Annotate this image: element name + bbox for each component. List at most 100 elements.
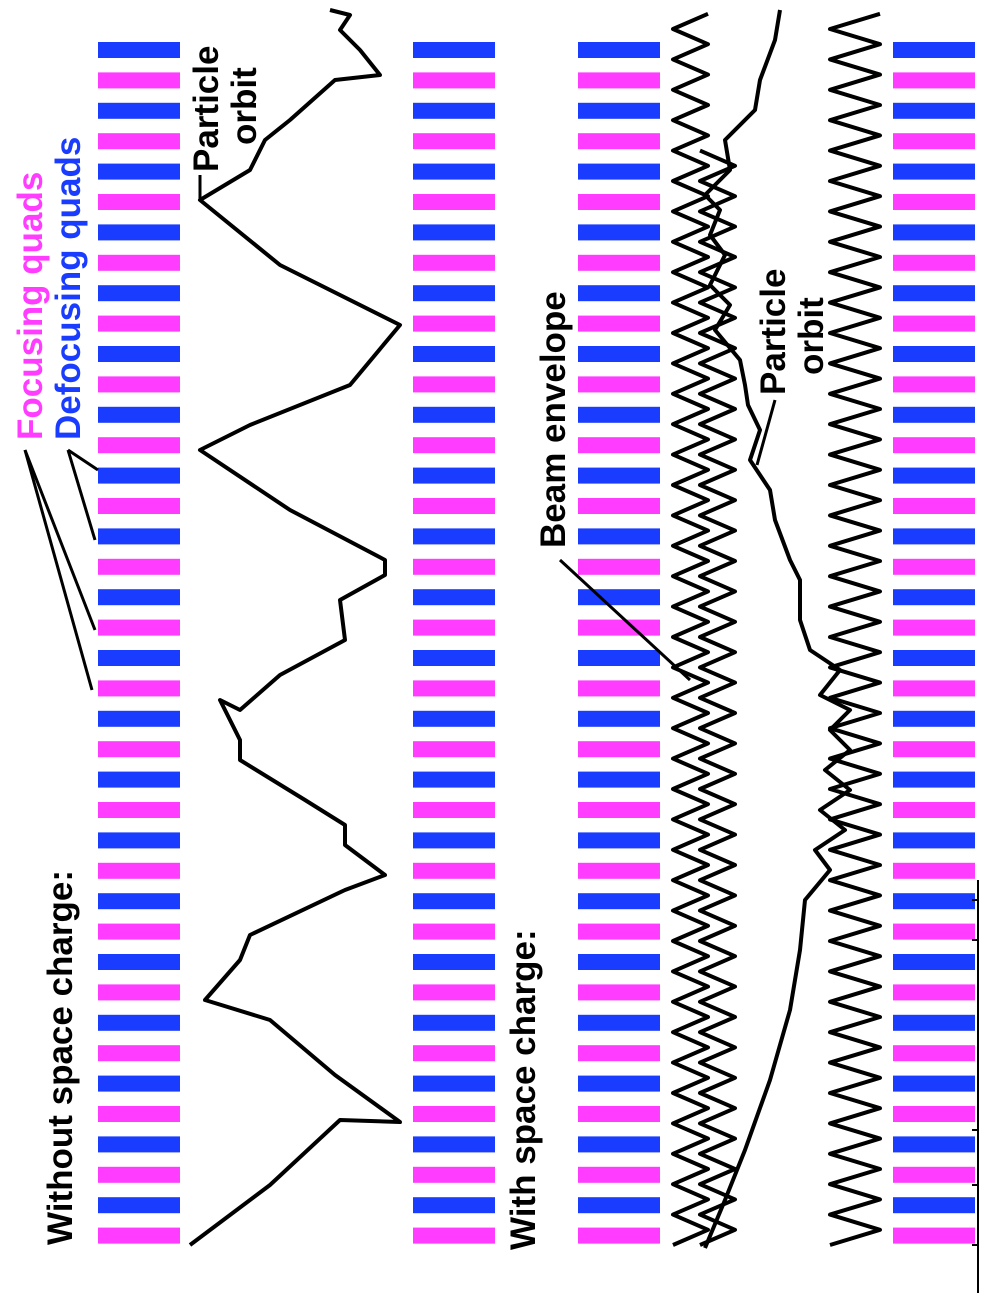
focusing-quad: [98, 498, 180, 514]
focusing-quad: [578, 680, 660, 697]
defocusing-quad: [578, 163, 660, 180]
defocusing-quad: [98, 102, 180, 119]
focusing-quad: [578, 194, 660, 210]
defocusing-quad: [413, 467, 495, 484]
defocusing-quad: [578, 1075, 660, 1092]
focusing-quad: [98, 741, 180, 758]
focusing-quad: [578, 72, 660, 89]
focusing-quad: [578, 498, 660, 514]
focusing-quad: [893, 498, 975, 514]
defocusing-quad: [578, 1014, 660, 1031]
focusing-quad: [98, 1227, 180, 1244]
focusing-quad: [413, 194, 495, 210]
focusing-quad: [578, 862, 660, 879]
focusing-quad: [893, 1045, 975, 1062]
defocusing-quad: [413, 1075, 495, 1092]
defocusing-quad: [413, 406, 495, 423]
defocusing-quad: [578, 1197, 660, 1214]
focusing-quad: [893, 315, 975, 332]
defocusing-quad: [98, 1075, 180, 1092]
focusing-quad: [98, 802, 180, 818]
defocusing-quad: [578, 528, 660, 545]
focusing-quad: [98, 194, 180, 210]
leader-particle-orbit-bottom: [755, 399, 777, 466]
leader-beam-envelope: [558, 558, 692, 682]
focusing-quad: [413, 984, 495, 1001]
focusing-quad: [578, 315, 660, 332]
focusing-quad: [578, 984, 660, 1001]
leader-focusing-1: [23, 449, 97, 631]
focusing-quad: [413, 1166, 495, 1183]
defocusing-quad: [893, 1014, 975, 1031]
defocusing-quad: [893, 42, 975, 58]
with-space-charge-label: With space charge:: [504, 929, 543, 1250]
defocusing-quad: [413, 528, 495, 545]
focusing-quad: [578, 254, 660, 271]
focusing-quad: [893, 862, 975, 879]
defocusing-quad: [578, 771, 660, 788]
focusing-quad: [893, 72, 975, 89]
particle-orbit-bottom-label-line1: Particle: [754, 269, 793, 395]
defocusing-quad: [578, 42, 660, 58]
defocusing-quad: [98, 163, 180, 180]
defocusing-quad: [98, 1197, 180, 1214]
defocusing-quad: [413, 42, 495, 58]
focusing-quad: [893, 923, 975, 940]
focusing-quad: [98, 1106, 180, 1122]
focusing-quad: [578, 558, 660, 575]
defocusing-quad: [98, 710, 180, 727]
defocusing-quad: [893, 1136, 975, 1153]
leader-defocusing-2: [66, 449, 97, 541]
defocusing-quad: [413, 832, 495, 849]
defocusing-quad: [413, 954, 495, 970]
defocusing-quad: [413, 710, 495, 727]
defocusing-quad: [413, 771, 495, 788]
defocusing-quad: [413, 1136, 495, 1153]
defocusing-quad: [98, 832, 180, 849]
defocusing-quad: [98, 406, 180, 423]
defocusing-quad: [893, 1197, 975, 1214]
focusing-quad: [98, 1166, 180, 1183]
defocusing-quad: [578, 224, 660, 241]
focusing-quad: [578, 437, 660, 454]
focusing-quad: [578, 802, 660, 818]
focusing-quad: [578, 1166, 660, 1183]
quad-column-3: [578, 42, 660, 1244]
defocusing-quad: [893, 1075, 975, 1092]
focusing-quad: [413, 133, 495, 150]
beam-envelope-label: Beam envelope: [534, 291, 573, 548]
defocusing-quad: [413, 589, 495, 606]
defocusing-quad: [893, 893, 975, 910]
defocusing-quad: [893, 832, 975, 849]
focusing-quad: [413, 680, 495, 697]
focusing-quad: [98, 558, 180, 575]
focusing-quad: [578, 923, 660, 940]
focusing-quad: [578, 1045, 660, 1062]
defocusing-quad: [413, 163, 495, 180]
focusing-quad: [413, 1045, 495, 1062]
defocusing-quad: [893, 589, 975, 606]
defocusing-quad: [413, 893, 495, 910]
defocusing-quad: [98, 1136, 180, 1153]
focusing-quad: [893, 1106, 975, 1122]
defocusing-quad: [98, 42, 180, 58]
focusing-quad: [98, 133, 180, 150]
focusing-quad: [893, 802, 975, 818]
defocusing-quad: [893, 954, 975, 970]
focusing-quad: [893, 437, 975, 454]
focusing-quad: [413, 376, 495, 393]
focusing-quad: [413, 72, 495, 89]
focusing-quad: [98, 376, 180, 393]
focusing-quad: [578, 1106, 660, 1122]
defocusing-quad: [98, 589, 180, 606]
defocusing-quad: [578, 954, 660, 970]
focusing-quad: [413, 1106, 495, 1122]
leader-defocusing-1: [67, 448, 99, 472]
focusing-quad: [578, 133, 660, 150]
focusing-quad: [893, 984, 975, 1001]
particle-orbit-with-space-charge: [703, 9, 852, 1249]
defocusing-quad: [893, 771, 975, 788]
focusing-quad: [98, 923, 180, 940]
focusing-quad: [893, 194, 975, 210]
particle-orbit-bottom-label-line2: orbit: [792, 297, 831, 375]
